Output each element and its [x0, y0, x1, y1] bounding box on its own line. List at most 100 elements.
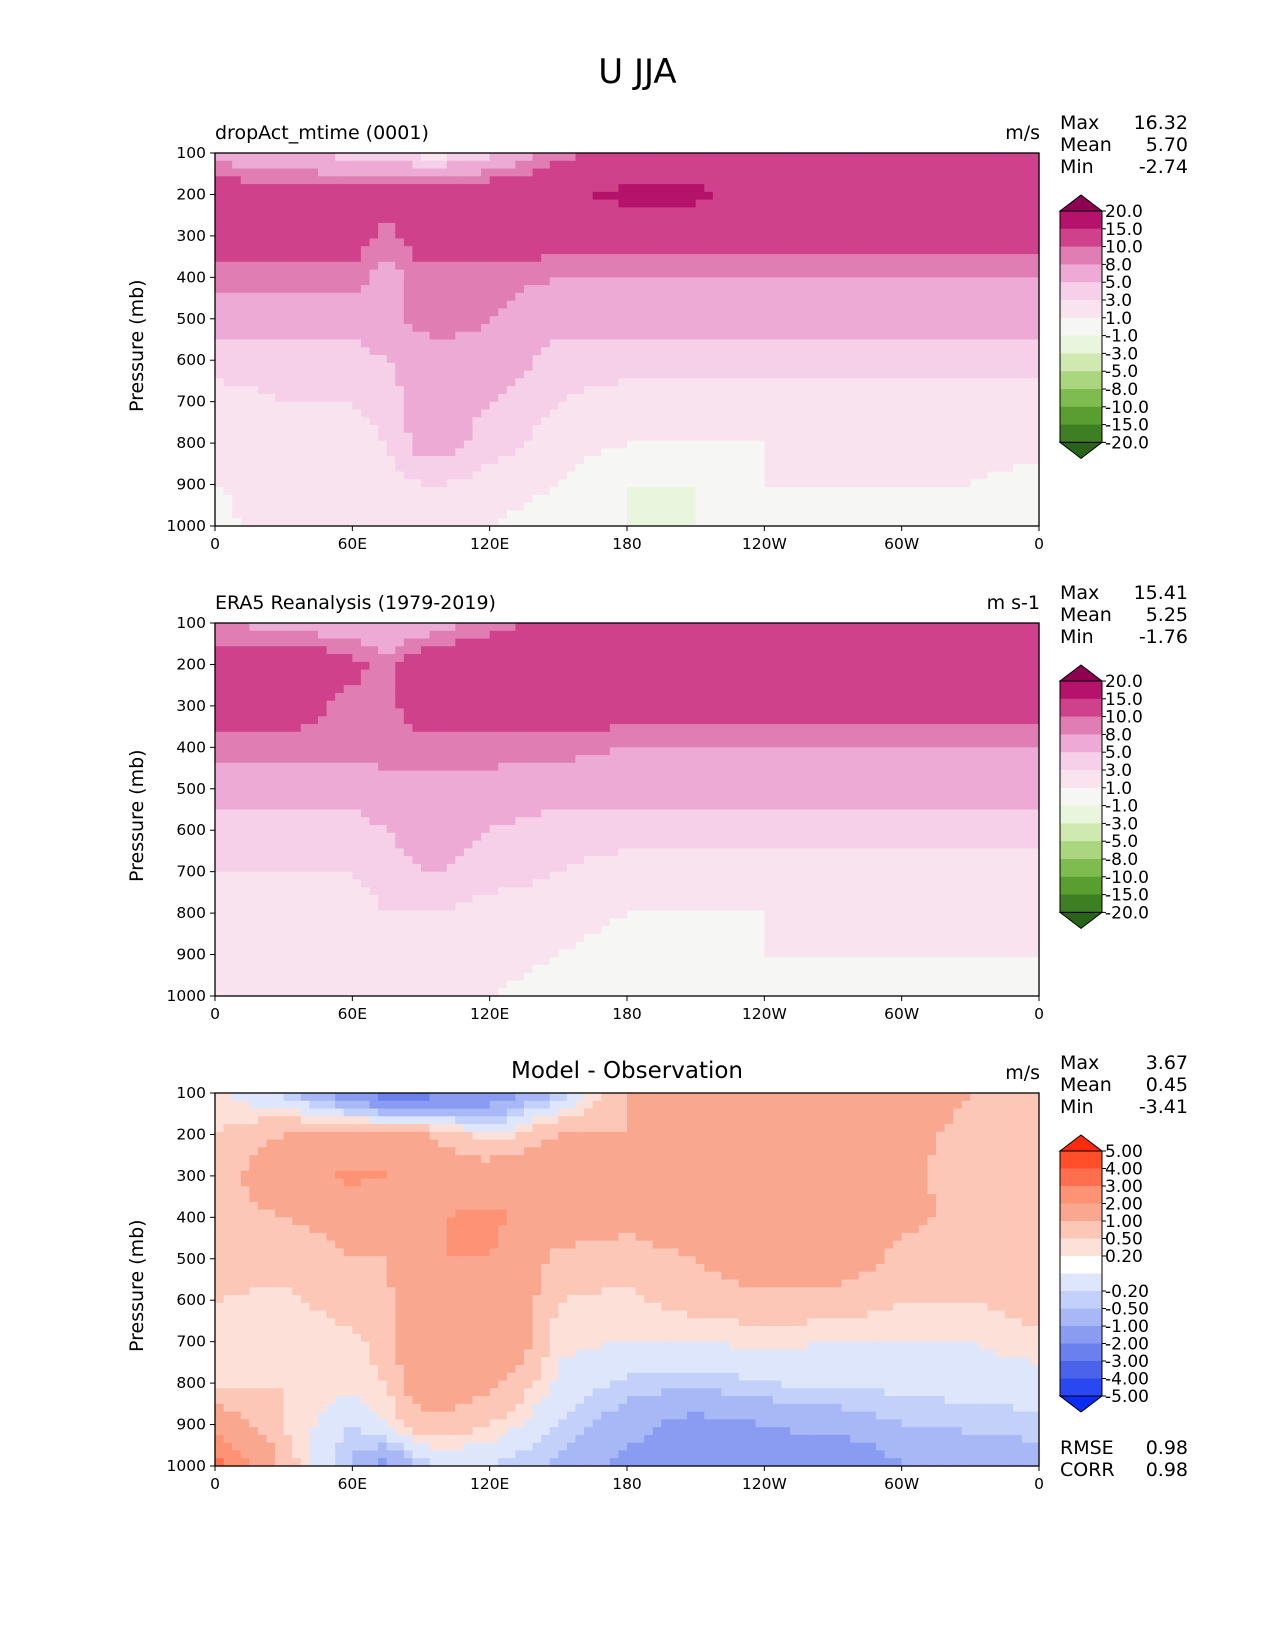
contour-cell [558, 254, 568, 263]
contour-cell [927, 471, 937, 480]
contour-cell [566, 463, 577, 473]
contour-cell [824, 277, 834, 286]
contour-cell [747, 339, 757, 348]
contour-cell [790, 479, 800, 488]
contour-cell [790, 424, 800, 434]
contour-cell [764, 424, 774, 434]
contour-cell [360, 238, 371, 247]
contour-cell [721, 417, 731, 426]
contour-cell [215, 487, 225, 496]
contour-cell [669, 292, 680, 302]
contour-cell [970, 502, 980, 512]
contour-cell [318, 160, 328, 170]
contour-cell [566, 254, 577, 263]
contour-cell [1030, 261, 1040, 271]
contour-cell [1030, 448, 1040, 457]
contour-cell [661, 448, 671, 457]
contour-cell [446, 184, 456, 193]
contour-cell [549, 153, 559, 162]
contour-cell [438, 246, 448, 255]
contour-cell [549, 510, 559, 519]
contour-cell [360, 254, 371, 263]
contour-cell [257, 646, 268, 655]
contour-cell [1004, 246, 1014, 255]
contour-cell [1030, 502, 1040, 512]
contour-cell [300, 168, 311, 177]
contour-cell [704, 347, 714, 356]
contour-cell [275, 168, 285, 177]
contour-cell [352, 246, 362, 255]
contour-cell [558, 471, 568, 480]
contour-cell [1004, 479, 1014, 488]
contour-cell [566, 215, 577, 224]
contour-cell [506, 316, 517, 325]
contour-cell [652, 630, 662, 640]
contour-cell [987, 285, 997, 294]
contour-cell [575, 207, 585, 216]
contour-cell [232, 331, 242, 341]
contour-cell [918, 160, 929, 170]
contour-cell [978, 339, 989, 348]
contour-cell [764, 246, 774, 255]
contour-cell [704, 487, 714, 496]
contour-cell [652, 160, 662, 170]
contour-cell [601, 370, 611, 379]
contour-cell [644, 638, 654, 647]
contour-cell [953, 463, 963, 473]
contour-cell [463, 623, 474, 632]
contour-cell [524, 300, 534, 310]
contour-cell [687, 285, 697, 294]
contour-cell [515, 199, 525, 208]
contour-cell [918, 277, 929, 286]
contour-cell [335, 448, 345, 457]
contour-cell [730, 254, 740, 263]
contour-cell [524, 269, 534, 278]
contour-cell [678, 339, 688, 348]
contour-cell [403, 300, 414, 310]
contour-cell [918, 230, 929, 240]
contour-cell [910, 362, 920, 372]
contour-cell [875, 300, 886, 310]
contour-cell [841, 623, 851, 632]
contour-cell [223, 440, 233, 449]
contour-cell [936, 424, 946, 434]
contour-cell [970, 184, 980, 193]
contour-cell [292, 456, 302, 465]
contour-cell [266, 623, 276, 632]
contour-cell [815, 285, 826, 294]
contour-cell [601, 623, 611, 632]
contour-cell [275, 424, 285, 434]
contour-cell [618, 456, 628, 465]
contour-cell [223, 246, 233, 255]
contour-cell [292, 331, 302, 341]
contour-cell [515, 638, 525, 647]
contour-cell [309, 432, 319, 442]
contour-cell [790, 230, 800, 240]
contour-cell [343, 277, 353, 286]
contour-cell [747, 199, 757, 208]
contour-cell [970, 246, 980, 255]
contour-cell [343, 456, 353, 465]
contour-cell [343, 292, 353, 302]
contour-cell [661, 494, 671, 504]
contour-cell [266, 339, 276, 348]
contour-cell [566, 456, 577, 465]
contour-cell [678, 378, 688, 387]
contour-cell [300, 339, 311, 348]
contour-cell [661, 424, 671, 434]
contour-cell [953, 222, 963, 232]
contour-cell [515, 440, 525, 449]
contour-cell [807, 401, 817, 411]
contour-cell [369, 207, 379, 216]
contour-cell [798, 417, 808, 426]
contour-cell [386, 487, 396, 496]
contour-cell [790, 456, 800, 465]
contour-cell [421, 285, 431, 294]
contour-cell [901, 246, 911, 255]
contour-cell [712, 448, 723, 457]
contour-cell [481, 238, 491, 247]
contour-cell [549, 432, 559, 442]
contour-cell [978, 355, 989, 364]
contour-cell [764, 456, 774, 465]
contour-cell [678, 238, 688, 247]
